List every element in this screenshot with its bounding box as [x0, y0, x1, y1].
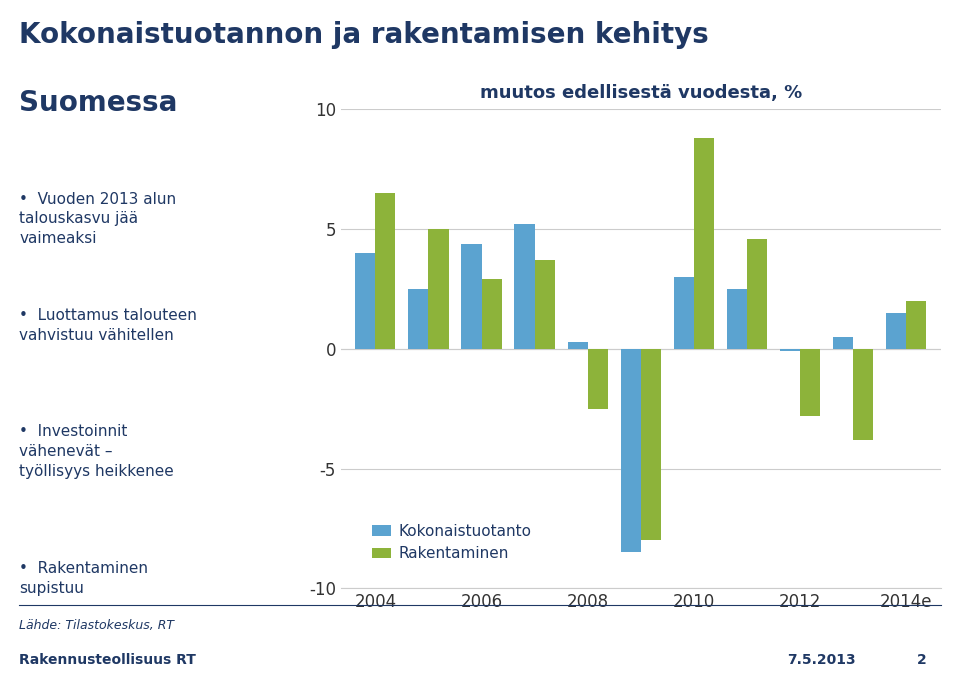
Text: Kokonaistuotannon ja rakentamisen kehitys: Kokonaistuotannon ja rakentamisen kehity… — [19, 21, 708, 49]
Bar — [906, 301, 926, 349]
Bar — [747, 239, 767, 349]
Text: •  Vuoden 2013 alun
talouskasvu jää
vaimeaksi: • Vuoden 2013 alun talouskasvu jää vaime… — [19, 192, 177, 246]
Bar — [355, 253, 375, 349]
Title: muutos edellisestä vuodesta, %: muutos edellisestä vuodesta, % — [480, 84, 802, 103]
Text: Rakennusteollisuus RT: Rakennusteollisuus RT — [19, 653, 196, 667]
Bar — [515, 224, 535, 349]
Text: Suomessa: Suomessa — [19, 89, 178, 117]
Bar — [620, 349, 641, 553]
Bar — [800, 349, 820, 416]
Bar — [853, 349, 874, 440]
Text: 7.5.2013: 7.5.2013 — [787, 653, 855, 667]
Legend: Kokonaistuotanto, Rakentaminen: Kokonaistuotanto, Rakentaminen — [372, 524, 532, 562]
Bar — [694, 138, 714, 349]
Bar — [641, 349, 661, 540]
Bar — [375, 194, 396, 349]
Bar — [567, 342, 588, 349]
Bar — [482, 280, 502, 349]
Bar — [780, 349, 800, 352]
Bar — [462, 244, 482, 349]
Bar — [588, 349, 608, 409]
Bar — [428, 229, 448, 349]
Text: •  Investoinnit
vähenevät –
työllisyys heikkenee: • Investoinnit vähenevät – työllisyys he… — [19, 424, 174, 479]
Text: Lähde: Tilastokeskus, RT: Lähde: Tilastokeskus, RT — [19, 619, 174, 632]
Text: •  Rakentaminen
supistuu: • Rakentaminen supistuu — [19, 561, 148, 596]
Text: 2: 2 — [917, 653, 926, 667]
Bar — [535, 261, 555, 349]
Bar — [833, 337, 853, 349]
Bar — [674, 277, 694, 349]
Bar — [727, 289, 747, 349]
Text: •  Luottamus talouteen
vahvistuu vähitellen: • Luottamus talouteen vahvistuu vähitell… — [19, 308, 197, 343]
Bar — [886, 313, 906, 349]
Bar — [408, 289, 428, 349]
